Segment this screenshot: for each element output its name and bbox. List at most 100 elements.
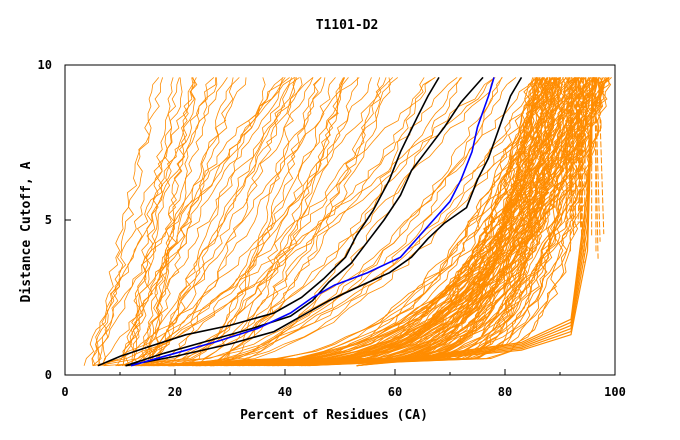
model-curve xyxy=(571,77,575,235)
model-curve xyxy=(155,77,360,366)
model-curve xyxy=(147,77,590,367)
model-curve xyxy=(141,77,300,367)
model-curve xyxy=(116,77,240,366)
model-curve xyxy=(195,77,546,367)
model-curve xyxy=(207,77,436,367)
model-curve xyxy=(91,77,284,366)
model-curve xyxy=(170,77,463,367)
model-curve xyxy=(129,77,545,367)
model-curve xyxy=(183,77,548,367)
model-curve xyxy=(207,77,537,367)
highlight-line-1 xyxy=(97,76,440,367)
model-curve xyxy=(580,77,583,215)
model-curve xyxy=(598,77,605,235)
model-curve xyxy=(97,77,349,367)
y-axis-label: Distance Cutoff, A xyxy=(19,161,34,302)
x-tick-label: 60 xyxy=(388,385,402,399)
model-curve xyxy=(568,77,571,253)
highlight-line-2 xyxy=(125,76,484,367)
model-curve xyxy=(156,77,372,367)
model-curve xyxy=(144,77,196,366)
model-curve xyxy=(117,77,345,367)
model-curve xyxy=(124,77,283,366)
model-curve xyxy=(184,77,322,367)
x-tick-label: 20 xyxy=(168,385,182,399)
model-curve xyxy=(569,77,573,219)
model-curve xyxy=(155,77,266,366)
model-curve xyxy=(356,77,594,367)
model-curve xyxy=(207,77,495,367)
model-curve xyxy=(173,77,541,367)
model-curve xyxy=(199,77,562,367)
model-curve xyxy=(277,77,570,367)
x-tick-label: 40 xyxy=(278,385,292,399)
model-curve xyxy=(574,77,580,225)
model-curve xyxy=(575,77,583,225)
model-curve xyxy=(275,77,563,367)
model-curve xyxy=(577,77,584,223)
model-curve xyxy=(170,77,549,367)
model-curve xyxy=(124,77,535,367)
model-curve xyxy=(122,77,196,366)
model-curve xyxy=(156,77,293,366)
y-tick-label: 5 xyxy=(45,213,52,227)
model-curve xyxy=(134,77,326,367)
model-curve xyxy=(150,77,358,367)
model-curve xyxy=(565,77,568,230)
model-curve xyxy=(92,77,164,367)
y-tick-label: 0 xyxy=(45,368,52,382)
other-models-group xyxy=(83,77,612,367)
model-curve xyxy=(141,77,544,367)
model-curve xyxy=(148,77,234,366)
model-curve xyxy=(137,77,558,367)
model-curve xyxy=(581,77,585,252)
model-curve xyxy=(307,77,537,367)
model-curve xyxy=(191,77,577,367)
model-curve xyxy=(136,77,517,367)
model-curve xyxy=(593,77,599,259)
model-curve xyxy=(126,77,590,367)
model-curve xyxy=(163,77,587,367)
model-curve xyxy=(83,77,228,366)
model-curve xyxy=(103,77,544,367)
chart-title: T1101-D2 xyxy=(316,18,379,33)
model-curve xyxy=(103,77,496,367)
model-curve xyxy=(173,77,322,367)
model-curve xyxy=(95,77,197,366)
model-curve xyxy=(131,77,183,366)
y-axis: 0 5 10 xyxy=(38,58,71,382)
model-curve xyxy=(304,77,585,367)
model-curve xyxy=(101,77,160,366)
model-curve xyxy=(594,77,597,252)
model-curve xyxy=(92,77,217,366)
model-curve xyxy=(127,77,581,367)
highlight-line-4 xyxy=(130,77,495,367)
model-curve xyxy=(182,77,503,367)
model-curve xyxy=(168,77,579,367)
x-axis: 0 20 40 60 80 100 xyxy=(61,369,626,399)
model-curve xyxy=(169,77,297,366)
highlighted-models-group xyxy=(97,76,523,367)
highlight-line-3 xyxy=(125,76,523,367)
model-curve xyxy=(216,77,336,367)
x-tick-label: 100 xyxy=(604,385,626,399)
y-tick-label: 10 xyxy=(38,58,52,72)
x-axis-label: Percent of Residues (CA) xyxy=(240,408,428,423)
model-curve xyxy=(155,77,606,367)
model-curve xyxy=(259,77,578,367)
x-tick-label: 0 xyxy=(61,385,68,399)
model-curve xyxy=(575,77,582,229)
model-curve xyxy=(209,77,344,367)
model-curve xyxy=(242,77,573,367)
x-tick-label: 80 xyxy=(498,385,512,399)
model-curve xyxy=(226,77,612,367)
model-curve xyxy=(141,77,314,366)
model-curve xyxy=(209,77,579,367)
model-curve xyxy=(172,77,604,367)
model-curve xyxy=(211,77,346,367)
model-curve xyxy=(204,77,547,367)
model-curve xyxy=(309,77,610,367)
model-curve xyxy=(197,77,391,367)
model-curve xyxy=(212,77,552,367)
